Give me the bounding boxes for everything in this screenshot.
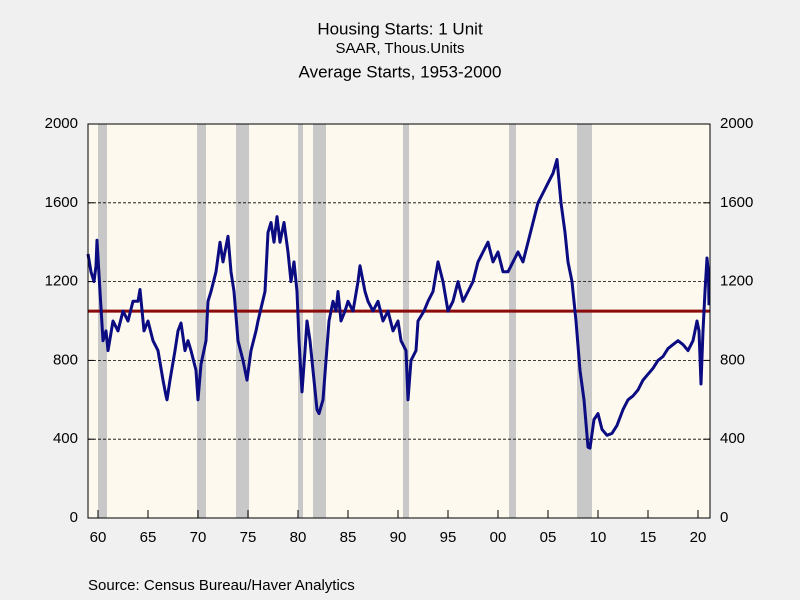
recession-band xyxy=(313,124,326,518)
source-note: Source: Census Bureau/Haver Analytics xyxy=(88,577,355,594)
x-tick-label: 10 xyxy=(590,529,607,546)
y-tick-label: 1200 xyxy=(45,273,78,290)
x-tick-label: 85 xyxy=(340,529,357,546)
recession-band xyxy=(509,124,516,518)
y-tick-label: 800 xyxy=(53,351,78,368)
y2-tick-label: 2000 xyxy=(720,115,753,132)
x-tick-label: 70 xyxy=(190,529,207,546)
recession-band xyxy=(403,124,409,518)
x-tick-label: 00 xyxy=(490,529,507,546)
x-tick-label: 90 xyxy=(390,529,407,546)
reference-title: Average Starts, 1953-2000 xyxy=(299,62,502,81)
recession-band xyxy=(298,124,303,518)
data-line xyxy=(86,158,711,450)
x-tick-label: 15 xyxy=(640,529,657,546)
recession-band xyxy=(236,124,249,518)
y-tick-label: 1600 xyxy=(45,194,78,211)
plot-border xyxy=(87,123,711,519)
x-tick-label: 75 xyxy=(240,529,257,546)
y-tick-label: 0 xyxy=(70,509,78,526)
chart-title: Housing Starts: 1 Unit xyxy=(317,19,483,38)
x-tick-label: 80 xyxy=(290,529,307,546)
y-tick-label: 400 xyxy=(53,430,78,447)
y2-tick-label: 800 xyxy=(720,351,745,368)
y2-tick-label: 1600 xyxy=(720,194,753,211)
x-tick-label: 65 xyxy=(140,529,157,546)
recession-band xyxy=(197,124,206,518)
x-tick-label: 05 xyxy=(540,529,557,546)
x-tick-label: 95 xyxy=(440,529,457,546)
y-tick-label: 2000 xyxy=(45,115,78,132)
y2-tick-label: 1200 xyxy=(720,273,753,290)
y2-tick-label: 400 xyxy=(720,430,745,447)
x-tick-label: 20 xyxy=(690,529,707,546)
y2-tick-label: 0 xyxy=(720,509,728,526)
chart-subtitle: SAAR, Thous.Units xyxy=(336,40,465,57)
recession-band xyxy=(577,124,592,518)
x-tick-label: 60 xyxy=(90,529,107,546)
